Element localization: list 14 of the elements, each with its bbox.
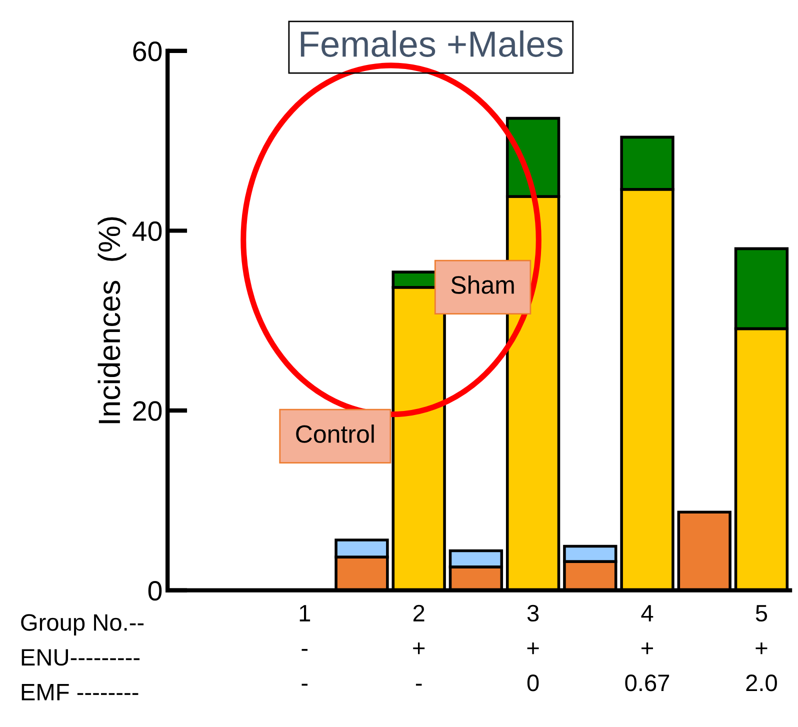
y-tick-label: 40: [132, 221, 162, 242]
annotation: Control: [296, 424, 374, 443]
category-label: 1 - -: [300, 605, 310, 686]
y-tick-label: 60: [133, 42, 162, 62]
y-axis-title: Incidences (%): [98, 217, 126, 424]
y-tick-label: 20: [133, 401, 162, 421]
category-label: 2 + -: [413, 604, 425, 686]
y-tick-label: 0: [148, 580, 162, 601]
x-tick-label: 4 + 0.67: [625, 605, 670, 692]
text: Group No.-- ENU--------- EMF --------: [21, 614, 144, 700]
x-tick-label: 5 + 2.0: [746, 605, 777, 692]
annotation: Sham: [451, 276, 514, 294]
x-tick-label: 3 + 0: [527, 604, 539, 692]
chart-title: Females +Males: [300, 30, 563, 57]
